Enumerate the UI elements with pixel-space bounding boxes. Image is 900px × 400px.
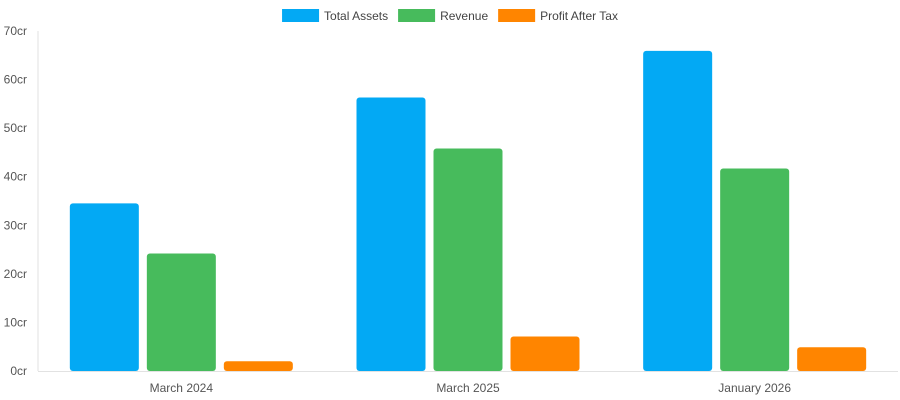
- y-tick-label: 60cr: [4, 73, 27, 87]
- legend-item-profit-after-tax[interactable]: Profit After Tax: [498, 9, 618, 23]
- legend-swatch: [398, 9, 436, 22]
- bar-profit-after-tax[interactable]: [797, 347, 867, 371]
- y-tick-label: 70cr: [4, 24, 27, 38]
- legend-swatch: [498, 9, 536, 22]
- bar-profit-after-tax[interactable]: [510, 336, 580, 371]
- legend-label: Revenue: [440, 9, 488, 23]
- y-tick-label: 0cr: [10, 364, 27, 378]
- legend-item-total-assets[interactable]: Total Assets: [282, 9, 388, 23]
- legend-swatch: [282, 9, 320, 22]
- bar-total-assets[interactable]: [69, 203, 139, 371]
- bar-series-group: [69, 50, 867, 372]
- x-axis: March 2024 March 2025 January 2026: [38, 371, 898, 395]
- bar-revenue[interactable]: [146, 253, 216, 371]
- legend-label: Total Assets: [324, 9, 388, 23]
- x-tick-label: March 2024: [150, 381, 214, 395]
- bar-revenue[interactable]: [720, 168, 790, 371]
- y-tick-label: 10cr: [4, 315, 27, 329]
- y-tick-label: 40cr: [4, 170, 27, 184]
- chart-legend[interactable]: Total Assets Revenue Profit After Tax: [282, 9, 618, 23]
- x-tick-label: March 2025: [436, 381, 500, 395]
- y-tick-label: 20cr: [4, 267, 27, 281]
- legend-item-revenue[interactable]: Revenue: [398, 9, 488, 23]
- y-tick-label: 50cr: [4, 121, 27, 135]
- y-tick-label: 30cr: [4, 218, 27, 232]
- bar-total-assets[interactable]: [643, 50, 713, 372]
- bar-total-assets[interactable]: [356, 97, 426, 372]
- bar-profit-after-tax[interactable]: [223, 361, 293, 371]
- legend-label: Profit After Tax: [540, 9, 618, 23]
- bar-revenue[interactable]: [433, 148, 503, 371]
- y-axis: 0cr 10cr 20cr 30cr 40cr 50cr 60cr 70cr: [4, 24, 39, 378]
- x-tick-label: January 2026: [718, 381, 791, 395]
